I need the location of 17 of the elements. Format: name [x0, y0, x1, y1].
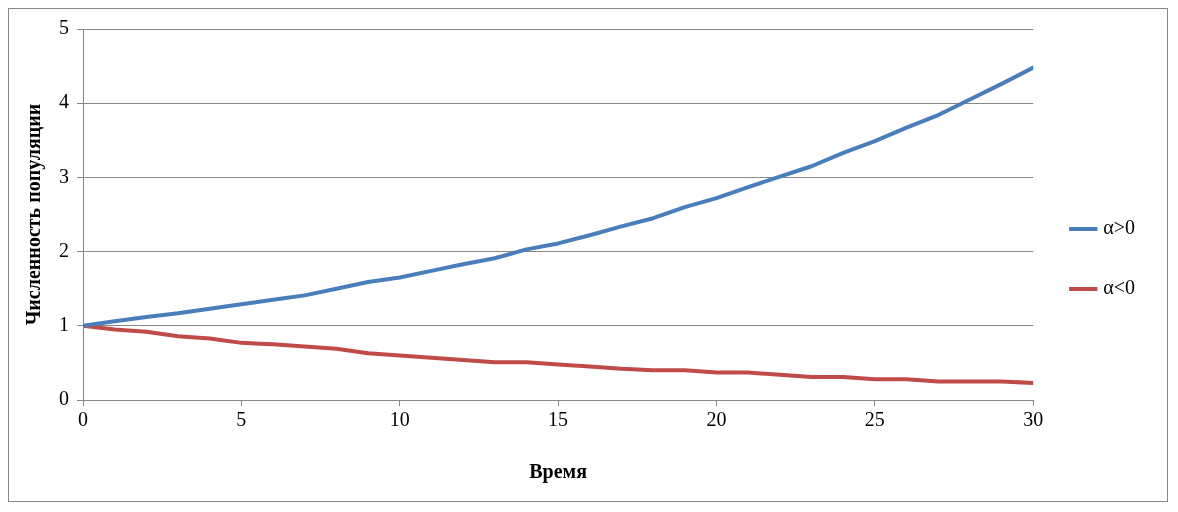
y-tick-label: 0	[59, 387, 69, 410]
y-tick-label: 5	[59, 16, 69, 39]
x-tick-label: 5	[236, 408, 247, 431]
x-tick-label: 10	[389, 408, 410, 431]
legend-label: α<0	[1103, 276, 1136, 299]
legend-label: α>0	[1103, 216, 1136, 239]
y-axis-title: Численность популяции	[22, 103, 46, 326]
x-axis-title: Время	[529, 460, 588, 484]
y-tick-label: 3	[59, 164, 69, 187]
y-tick-label: 2	[59, 238, 69, 261]
y-tick-label: 4	[59, 90, 69, 113]
x-tick-label: 25	[864, 408, 885, 431]
x-tick-label: 15	[548, 408, 569, 431]
x-tick-label: 30	[1023, 408, 1044, 431]
x-tick-label: 0	[78, 408, 88, 431]
y-tick-label: 1	[59, 313, 69, 336]
x-tick-label: 20	[706, 408, 727, 431]
